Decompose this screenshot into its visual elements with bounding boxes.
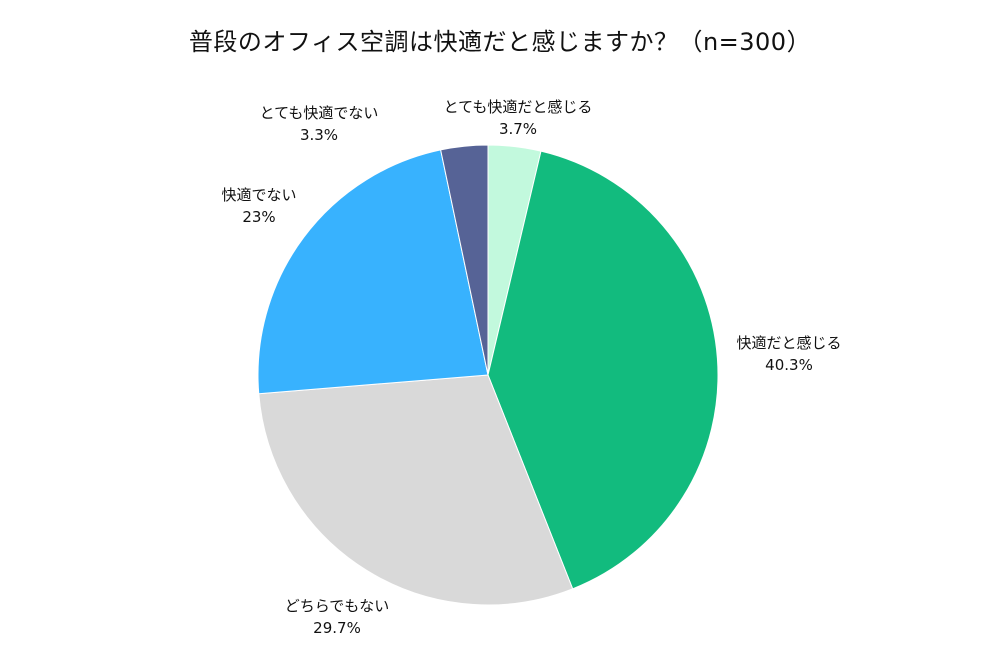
slice-name: 快適でない: [221, 186, 297, 204]
pie-slice: [257, 149, 489, 395]
pie-slice: [440, 144, 489, 376]
slice-name: 快適だと感じる: [736, 334, 842, 352]
slice-value: 40.3%: [765, 356, 813, 374]
slice-label-very-uncomfortable: とても快適でない 3.3%: [260, 102, 379, 146]
slice-label-uncomfortable: 快適でない 23%: [221, 184, 296, 228]
slice-name: どちらでもない: [284, 597, 390, 615]
slice-label-neutral: どちらでもない 29.7%: [285, 595, 390, 639]
slice-value: 3.7%: [498, 120, 538, 138]
slice-label-very-comfortable: とても快適だと感じる 3.7%: [444, 96, 593, 140]
slice-value: 29.7%: [313, 619, 361, 637]
chart-title: 普段のオフィス空調は快適だと感じますか？（n=300）: [188, 28, 812, 56]
slice-name: とても快適だと感じる: [443, 98, 593, 116]
pie-slice: [258, 374, 574, 606]
slice-value: 3.3%: [299, 126, 339, 144]
slice-value: 23%: [242, 208, 276, 226]
slice-name: とても快適でない: [259, 104, 379, 122]
pie-slice: [487, 150, 719, 590]
slice-label-comfortable: 快適だと感じる 40.3%: [736, 332, 841, 376]
